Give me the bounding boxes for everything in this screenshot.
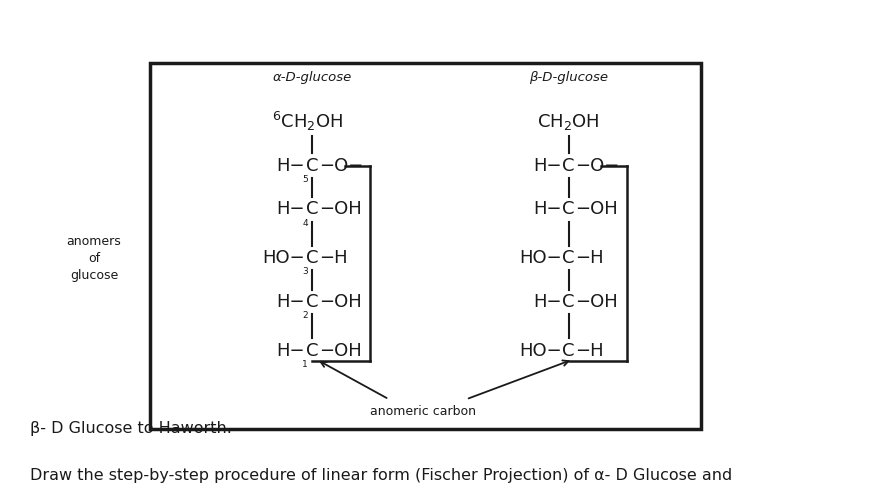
Text: −OH: −OH — [319, 201, 362, 218]
Text: 5: 5 — [302, 175, 307, 184]
Text: −O−: −O− — [319, 157, 364, 174]
Text: H−: H− — [276, 201, 306, 218]
Text: 3: 3 — [302, 267, 307, 276]
Text: C: C — [306, 249, 318, 267]
Text: H−: H− — [533, 293, 562, 311]
Text: C: C — [562, 249, 575, 267]
Text: H−: H− — [276, 157, 306, 174]
Text: −H: −H — [576, 342, 604, 359]
Text: C: C — [562, 201, 575, 218]
Text: C: C — [562, 293, 575, 311]
Text: −H: −H — [576, 249, 604, 267]
Text: C: C — [306, 201, 318, 218]
Text: H−: H− — [276, 342, 306, 359]
Text: −OH: −OH — [576, 201, 618, 218]
Text: H−: H− — [533, 157, 562, 174]
Text: H−: H− — [533, 201, 562, 218]
Text: 1: 1 — [302, 360, 307, 369]
Text: −O−: −O− — [576, 157, 620, 174]
Text: HO−: HO− — [263, 249, 306, 267]
Text: −H: −H — [319, 249, 347, 267]
Text: C: C — [306, 157, 318, 174]
Text: −OH: −OH — [576, 293, 618, 311]
Text: Draw the step-by-step procedure of linear form (Fischer Projection) of α- D Gluc: Draw the step-by-step procedure of linea… — [30, 468, 732, 483]
Text: H−: H− — [276, 293, 306, 311]
Text: −OH: −OH — [319, 293, 362, 311]
Text: −OH: −OH — [319, 342, 362, 359]
Text: β- D Glucose to Haworth.: β- D Glucose to Haworth. — [30, 421, 232, 436]
Text: C: C — [306, 342, 318, 359]
Text: C: C — [562, 342, 575, 359]
Text: CH$_2$OH: CH$_2$OH — [537, 112, 600, 132]
Text: $^6$CH$_2$OH: $^6$CH$_2$OH — [272, 110, 344, 133]
Bar — [150, 63, 701, 429]
Text: HO−: HO− — [519, 249, 562, 267]
Text: α-D-glucose: α-D-glucose — [273, 72, 352, 84]
Text: C: C — [562, 157, 575, 174]
Text: β-D-glucose: β-D-glucose — [529, 72, 609, 84]
Text: 2: 2 — [302, 311, 307, 320]
Text: HO−: HO− — [519, 342, 562, 359]
Text: C: C — [306, 293, 318, 311]
Text: 4: 4 — [302, 219, 307, 227]
Text: anomeric carbon: anomeric carbon — [371, 405, 477, 418]
Text: anomers
of
glucose: anomers of glucose — [67, 235, 121, 281]
